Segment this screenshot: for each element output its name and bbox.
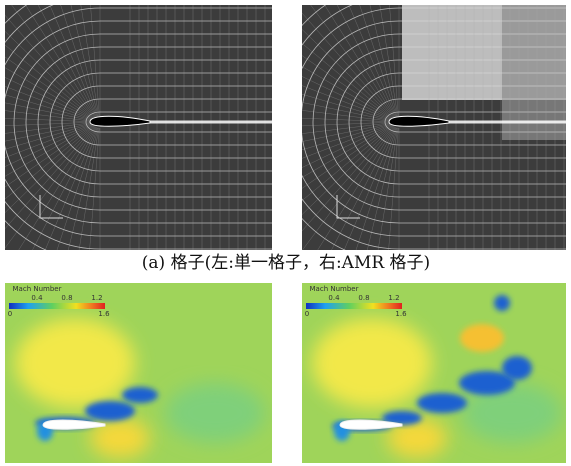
high-mach-region — [460, 324, 504, 352]
refined-region — [502, 100, 566, 140]
wake-vortex — [494, 295, 510, 311]
colorbar — [306, 303, 402, 309]
colorbar-tick-label: 0.8 — [358, 294, 369, 302]
colorbar — [9, 303, 105, 309]
colorbar-max-label: 1.6 — [395, 310, 407, 318]
wake-vortex — [417, 393, 467, 413]
colorbar-title: Mach Number — [310, 285, 359, 293]
colorbar-min-label: 0 — [8, 310, 12, 318]
low-mach-region — [165, 383, 265, 443]
colorbar-max-label: 1.6 — [98, 310, 110, 318]
colorbar-tick-label: 0.8 — [61, 294, 72, 302]
high-mach-region — [15, 318, 135, 408]
colorbar-min-label: 0 — [305, 310, 309, 318]
high-mach-region — [312, 318, 432, 408]
mesh-background — [5, 5, 272, 250]
colorbar-title: Mach Number — [13, 285, 62, 293]
wake-vortex — [85, 401, 135, 421]
colorbar-tick-label: 1.2 — [388, 294, 399, 302]
colorbar-tick-label: 0.4 — [328, 294, 340, 302]
wake-line — [439, 121, 571, 124]
wake-vortex — [502, 356, 532, 380]
caption: (a) 格子(左:単一格子，右:AMR 格子) — [142, 253, 430, 273]
figure: (a) 格子(左:単一格子，右:AMR 格子) Mach Number0.40.… — [0, 0, 571, 466]
colorbar-tick-label: 0.4 — [31, 294, 43, 302]
wake-vortex — [122, 387, 158, 403]
colorbar-tick-label: 1.2 — [91, 294, 102, 302]
